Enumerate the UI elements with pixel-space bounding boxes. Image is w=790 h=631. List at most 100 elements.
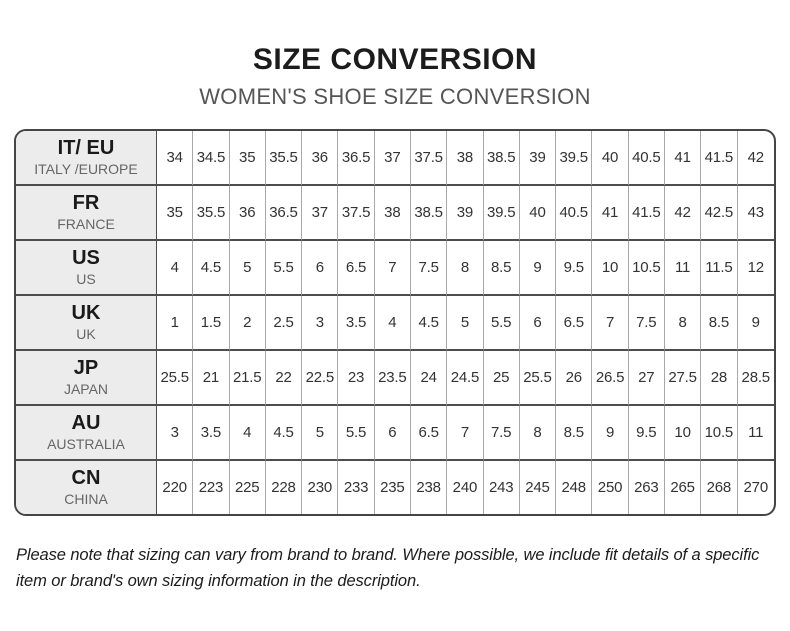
size-cell: 5 — [447, 295, 484, 351]
size-cell: 26.5 — [592, 350, 629, 406]
size-cell: 36 — [229, 185, 266, 241]
size-cell: 26 — [556, 350, 593, 406]
size-cell: 6 — [519, 295, 557, 351]
size-cell: 3 — [157, 405, 194, 461]
size-cell: 27 — [628, 350, 665, 406]
size-cell: 5 — [302, 405, 339, 461]
size-cell: 248 — [556, 460, 593, 514]
page-title: SIZE CONVERSION — [252, 43, 538, 76]
size-cell: 38 — [374, 185, 411, 241]
size-cell: 38.5 — [483, 130, 520, 186]
size-cell: 36 — [302, 130, 339, 186]
size-cell: 25 — [483, 350, 520, 406]
region-name: AUSTRALIA — [47, 435, 125, 452]
row-header-cn: CN CHINA — [16, 460, 157, 514]
size-cell: 268 — [701, 460, 738, 514]
size-cell: 10.5 — [701, 405, 738, 461]
size-cell: 42 — [664, 185, 702, 241]
row-header-it-eu: IT/ EU ITALY /EUROPE — [16, 130, 157, 186]
region-code: UK — [71, 301, 101, 324]
size-cell: 245 — [520, 460, 557, 514]
size-cell: 6 — [374, 405, 411, 461]
size-cell: 243 — [484, 460, 520, 514]
size-cell: 2 — [229, 295, 266, 351]
size-cell: 1 — [157, 295, 194, 351]
size-cell: 35 — [229, 130, 266, 186]
region-name: CHINA — [64, 490, 108, 507]
size-cell: 37.5 — [410, 130, 448, 186]
size-cell: 7 — [447, 405, 484, 461]
region-code: JP — [73, 356, 99, 379]
size-cell: 4.5 — [193, 240, 230, 296]
size-cell: 8 — [664, 295, 702, 351]
size-cell: 265 — [665, 460, 702, 514]
size-table-wrapper: IT/ EU ITALY /EUROPE 34 34.5 35 35.5 36 36.5 37 3… — [14, 128, 776, 516]
size-cell: 37 — [302, 185, 339, 241]
size-cell: 270 — [743, 478, 769, 496]
size-cell: 37.5 — [338, 185, 375, 241]
size-cell: 5.5 — [338, 405, 375, 461]
size-cell: 4.5 — [410, 295, 448, 351]
size-cell: 7.5 — [410, 240, 448, 296]
size-cell: 25.5 — [519, 350, 557, 406]
size-cell: 10 — [592, 240, 629, 296]
size-table-body: IT/ EU ITALY /EUROPE 34 34.5 35 35.5 36 36.5 37 3… — [16, 130, 774, 514]
size-cell: 22 — [265, 350, 303, 406]
size-cell: 225 — [230, 460, 266, 514]
table-row-jp: JP JAPAN 25.5 21 21.5 22 22.5 23 23.5 24 24.5 25 25.… — [16, 350, 774, 406]
size-cell: 21.5 — [229, 350, 266, 406]
table-row-au: AU AUSTRALIA 3 3.5 4 4.5 5 5.5 6 6.5 7 7.5 8 8.5 9 9.5 1… — [16, 405, 774, 461]
size-cell: 1.5 — [193, 295, 230, 351]
size-cell: 11.5 — [701, 240, 738, 296]
size-cell: 7 — [592, 295, 629, 351]
size-conversion-table: IT/ EU ITALY /EUROPE 34 34.5 35 35.5 36 36.5 37 3… — [16, 130, 774, 514]
size-cell: 2.5 — [265, 295, 303, 351]
size-cell: 23 — [338, 350, 375, 406]
size-cell: 10 — [664, 405, 702, 461]
size-cell: 6.5 — [556, 295, 593, 351]
size-cell: 5 — [229, 240, 266, 296]
row-header-au: AU AUSTRALIA — [16, 405, 157, 461]
size-cell: 40.5 — [628, 130, 665, 186]
region-code: FR — [72, 191, 100, 214]
size-cell: 228 — [266, 460, 303, 514]
size-cell: 3.5 — [193, 405, 230, 461]
size-cell: 8.5 — [556, 405, 593, 461]
size-cell: 22.5 — [302, 350, 339, 406]
region-name: US — [76, 270, 96, 287]
size-cell: 42.5 — [701, 185, 738, 241]
table-row-us: US US 4 4.5 5 5.5 6 6.5 7 7.5 8 8.5 9 9.5 10 10.5 11 11.5… — [16, 240, 774, 296]
size-cell: 7.5 — [628, 295, 665, 351]
region-code: IT/ EU — [57, 136, 115, 159]
size-cell: 9 — [592, 405, 629, 461]
size-cell: 43 — [737, 186, 774, 241]
size-cell: 223 — [193, 460, 230, 514]
region-code: US — [72, 246, 100, 269]
table-row-cn: CN CHINA 220 223 225 228 230 233 235 238 240 243 245… — [16, 460, 774, 514]
size-cell: 9 — [737, 296, 774, 351]
size-cell: 40.5 — [556, 185, 593, 241]
size-cell: 41.5 — [628, 185, 665, 241]
size-cell: 9 — [519, 240, 557, 296]
row-header-uk: UK UK — [16, 295, 157, 351]
size-cell: 263 — [629, 460, 665, 514]
size-cell: 220 — [157, 460, 194, 514]
size-cell: 28.5 — [737, 351, 774, 406]
size-cell: 38.5 — [410, 185, 448, 241]
row-header-us: US US — [16, 240, 157, 296]
size-cell: 6.5 — [338, 240, 375, 296]
size-cell: 40 — [519, 185, 557, 241]
size-cell: 8 — [519, 405, 557, 461]
size-cell: 3 — [302, 295, 339, 351]
size-cell: 35 — [157, 185, 194, 241]
size-cell: 8 — [447, 240, 484, 296]
size-cell: 25.5 — [157, 350, 194, 406]
region-code: AU — [71, 411, 101, 434]
table-row-it-eu: IT/ EU ITALY /EUROPE 34 34.5 35 35.5 36 36.5 37 3… — [16, 130, 774, 186]
size-cell: 250 — [592, 460, 629, 514]
size-cell: 27.5 — [664, 350, 702, 406]
size-cell: 28 — [701, 350, 738, 406]
sizing-footnote: Please note that sizing can vary from br… — [16, 545, 760, 591]
size-cell: 23.5 — [374, 350, 411, 406]
size-cell: 40 — [592, 130, 629, 186]
